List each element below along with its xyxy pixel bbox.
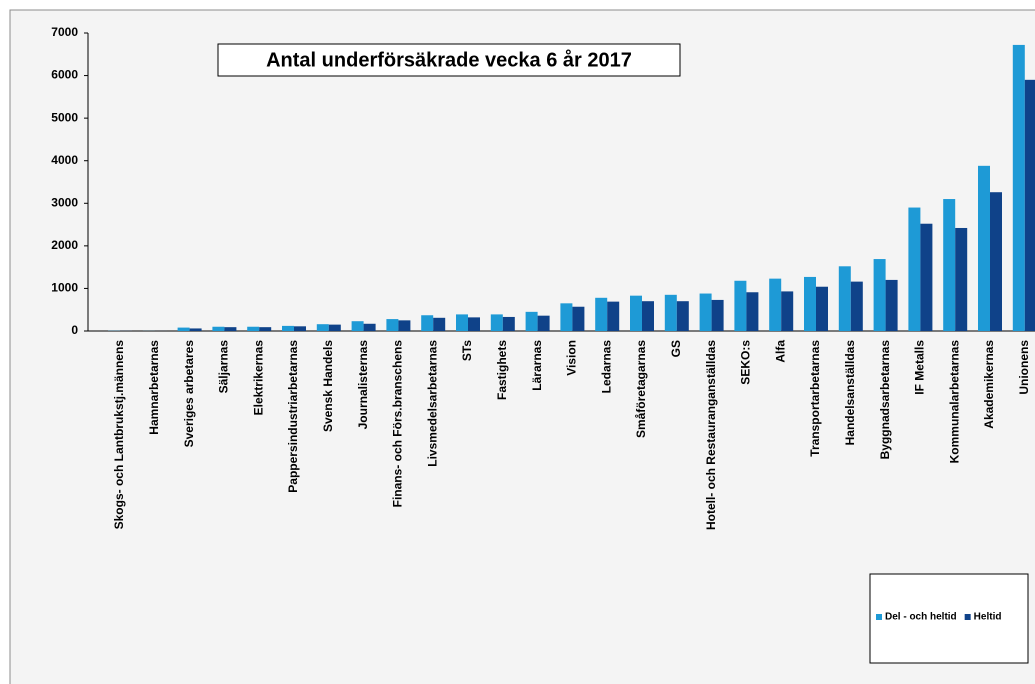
- y-tick-label: 2000: [51, 238, 78, 252]
- bar: [607, 301, 620, 331]
- bar: [224, 327, 237, 331]
- legend-box: [869, 573, 1029, 664]
- bar: [816, 286, 828, 331]
- bar: [537, 315, 550, 331]
- x-tick-label: Ledarnas: [599, 340, 613, 394]
- bar: [664, 294, 677, 331]
- bar: [804, 276, 816, 331]
- y-tick-label: 6000: [51, 68, 78, 82]
- x-tick-label: Unionens: [1017, 340, 1031, 395]
- bar: [316, 324, 329, 331]
- bar: [468, 317, 480, 331]
- bar: [212, 326, 225, 331]
- y-tick-label: 1000: [51, 281, 78, 295]
- bar: [421, 315, 434, 331]
- bar: [259, 327, 272, 331]
- bar: [502, 316, 515, 331]
- x-tick-label: Livsmedelsarbetarnas: [425, 340, 439, 467]
- bar: [746, 292, 759, 331]
- title-box: [217, 43, 681, 77]
- chart-title: Antal underförsäkrade vecka 6 år 2017: [266, 48, 632, 71]
- y-tick-label: 0: [71, 323, 78, 337]
- bar: [676, 301, 689, 331]
- legend-label: Heltid: [974, 612, 1002, 623]
- bar: [560, 303, 573, 331]
- bar: [398, 320, 411, 331]
- bar: [990, 192, 1002, 331]
- bar: [630, 295, 642, 331]
- x-tick-label: Sveriges arbetares: [182, 340, 196, 448]
- y-tick-label: 7000: [51, 25, 78, 39]
- x-tick-label: Fastighets: [495, 340, 509, 400]
- bar: [955, 227, 968, 331]
- bar: [781, 291, 794, 331]
- legend-label: Del - och heltid: [885, 612, 957, 623]
- bar: [189, 328, 202, 331]
- bar: [1012, 44, 1025, 332]
- x-tick-label: Pappersindustriarbetarnas: [286, 340, 300, 493]
- bar: [247, 326, 260, 331]
- bar: [363, 323, 376, 331]
- bar: [978, 165, 990, 331]
- x-tick-label: Journalisternas: [356, 340, 370, 430]
- bar: [908, 207, 921, 331]
- bar: [885, 279, 898, 331]
- bar: [595, 297, 608, 331]
- x-tick-label: Skogs- och Lantbrukstj.männens: [112, 340, 126, 530]
- x-tick-label: STs: [460, 340, 474, 361]
- x-tick-label: GS: [669, 340, 683, 357]
- y-tick-label: 3000: [51, 195, 78, 209]
- x-tick-label: Byggnadsarbetarnas: [878, 340, 892, 460]
- bar: [282, 325, 294, 331]
- bar: [572, 306, 585, 331]
- x-tick-label: Elektrikernas: [251, 340, 265, 416]
- legend-swatch: [964, 614, 971, 620]
- y-tick-label: 4000: [51, 153, 78, 167]
- bar: [699, 293, 712, 331]
- x-tick-label: Alfa: [773, 340, 787, 363]
- bar: [711, 299, 724, 331]
- bar: [769, 278, 782, 331]
- x-tick-label: Vision: [565, 340, 579, 376]
- bar: [351, 321, 364, 331]
- legend-swatch: [876, 614, 882, 620]
- chart-area: [9, 9, 1035, 684]
- x-tick-label: IF Metalls: [913, 340, 927, 395]
- bar: [1024, 79, 1035, 331]
- bar: [294, 326, 306, 331]
- bar: [490, 314, 503, 331]
- x-tick-label: Hamnarbetarnas: [147, 340, 161, 435]
- y-tick-label: 5000: [51, 110, 78, 124]
- x-tick-label: Finans- och Förs.branschens: [391, 340, 405, 508]
- x-tick-label: Transportarbetarnas: [808, 340, 822, 457]
- x-tick-label: Handelsanställdas: [843, 340, 857, 446]
- bar: [642, 301, 654, 331]
- bar: [456, 314, 468, 331]
- x-tick-label: Lärarnas: [530, 340, 544, 391]
- x-tick-label: Akademikernas: [982, 340, 996, 429]
- bar: [525, 311, 538, 331]
- bar: [873, 259, 886, 331]
- bar: [850, 281, 863, 331]
- x-tick-label: Svensk Handels: [321, 340, 335, 432]
- bar: [943, 199, 956, 331]
- bar: [433, 317, 446, 331]
- x-tick-label: Kommunalarbetarnas: [947, 340, 961, 464]
- bar: [838, 266, 851, 331]
- bar: [328, 324, 341, 331]
- bar: [734, 280, 747, 331]
- x-tick-label: SEKO:s: [739, 340, 753, 385]
- bar: [177, 327, 190, 331]
- x-tick-label: Hotell- och Restauranganställdas: [704, 340, 718, 530]
- x-tick-label: Småföretagarnas: [634, 340, 648, 438]
- bar: [920, 223, 933, 331]
- bar: [386, 319, 399, 331]
- x-tick-label: Säljarnas: [217, 340, 231, 394]
